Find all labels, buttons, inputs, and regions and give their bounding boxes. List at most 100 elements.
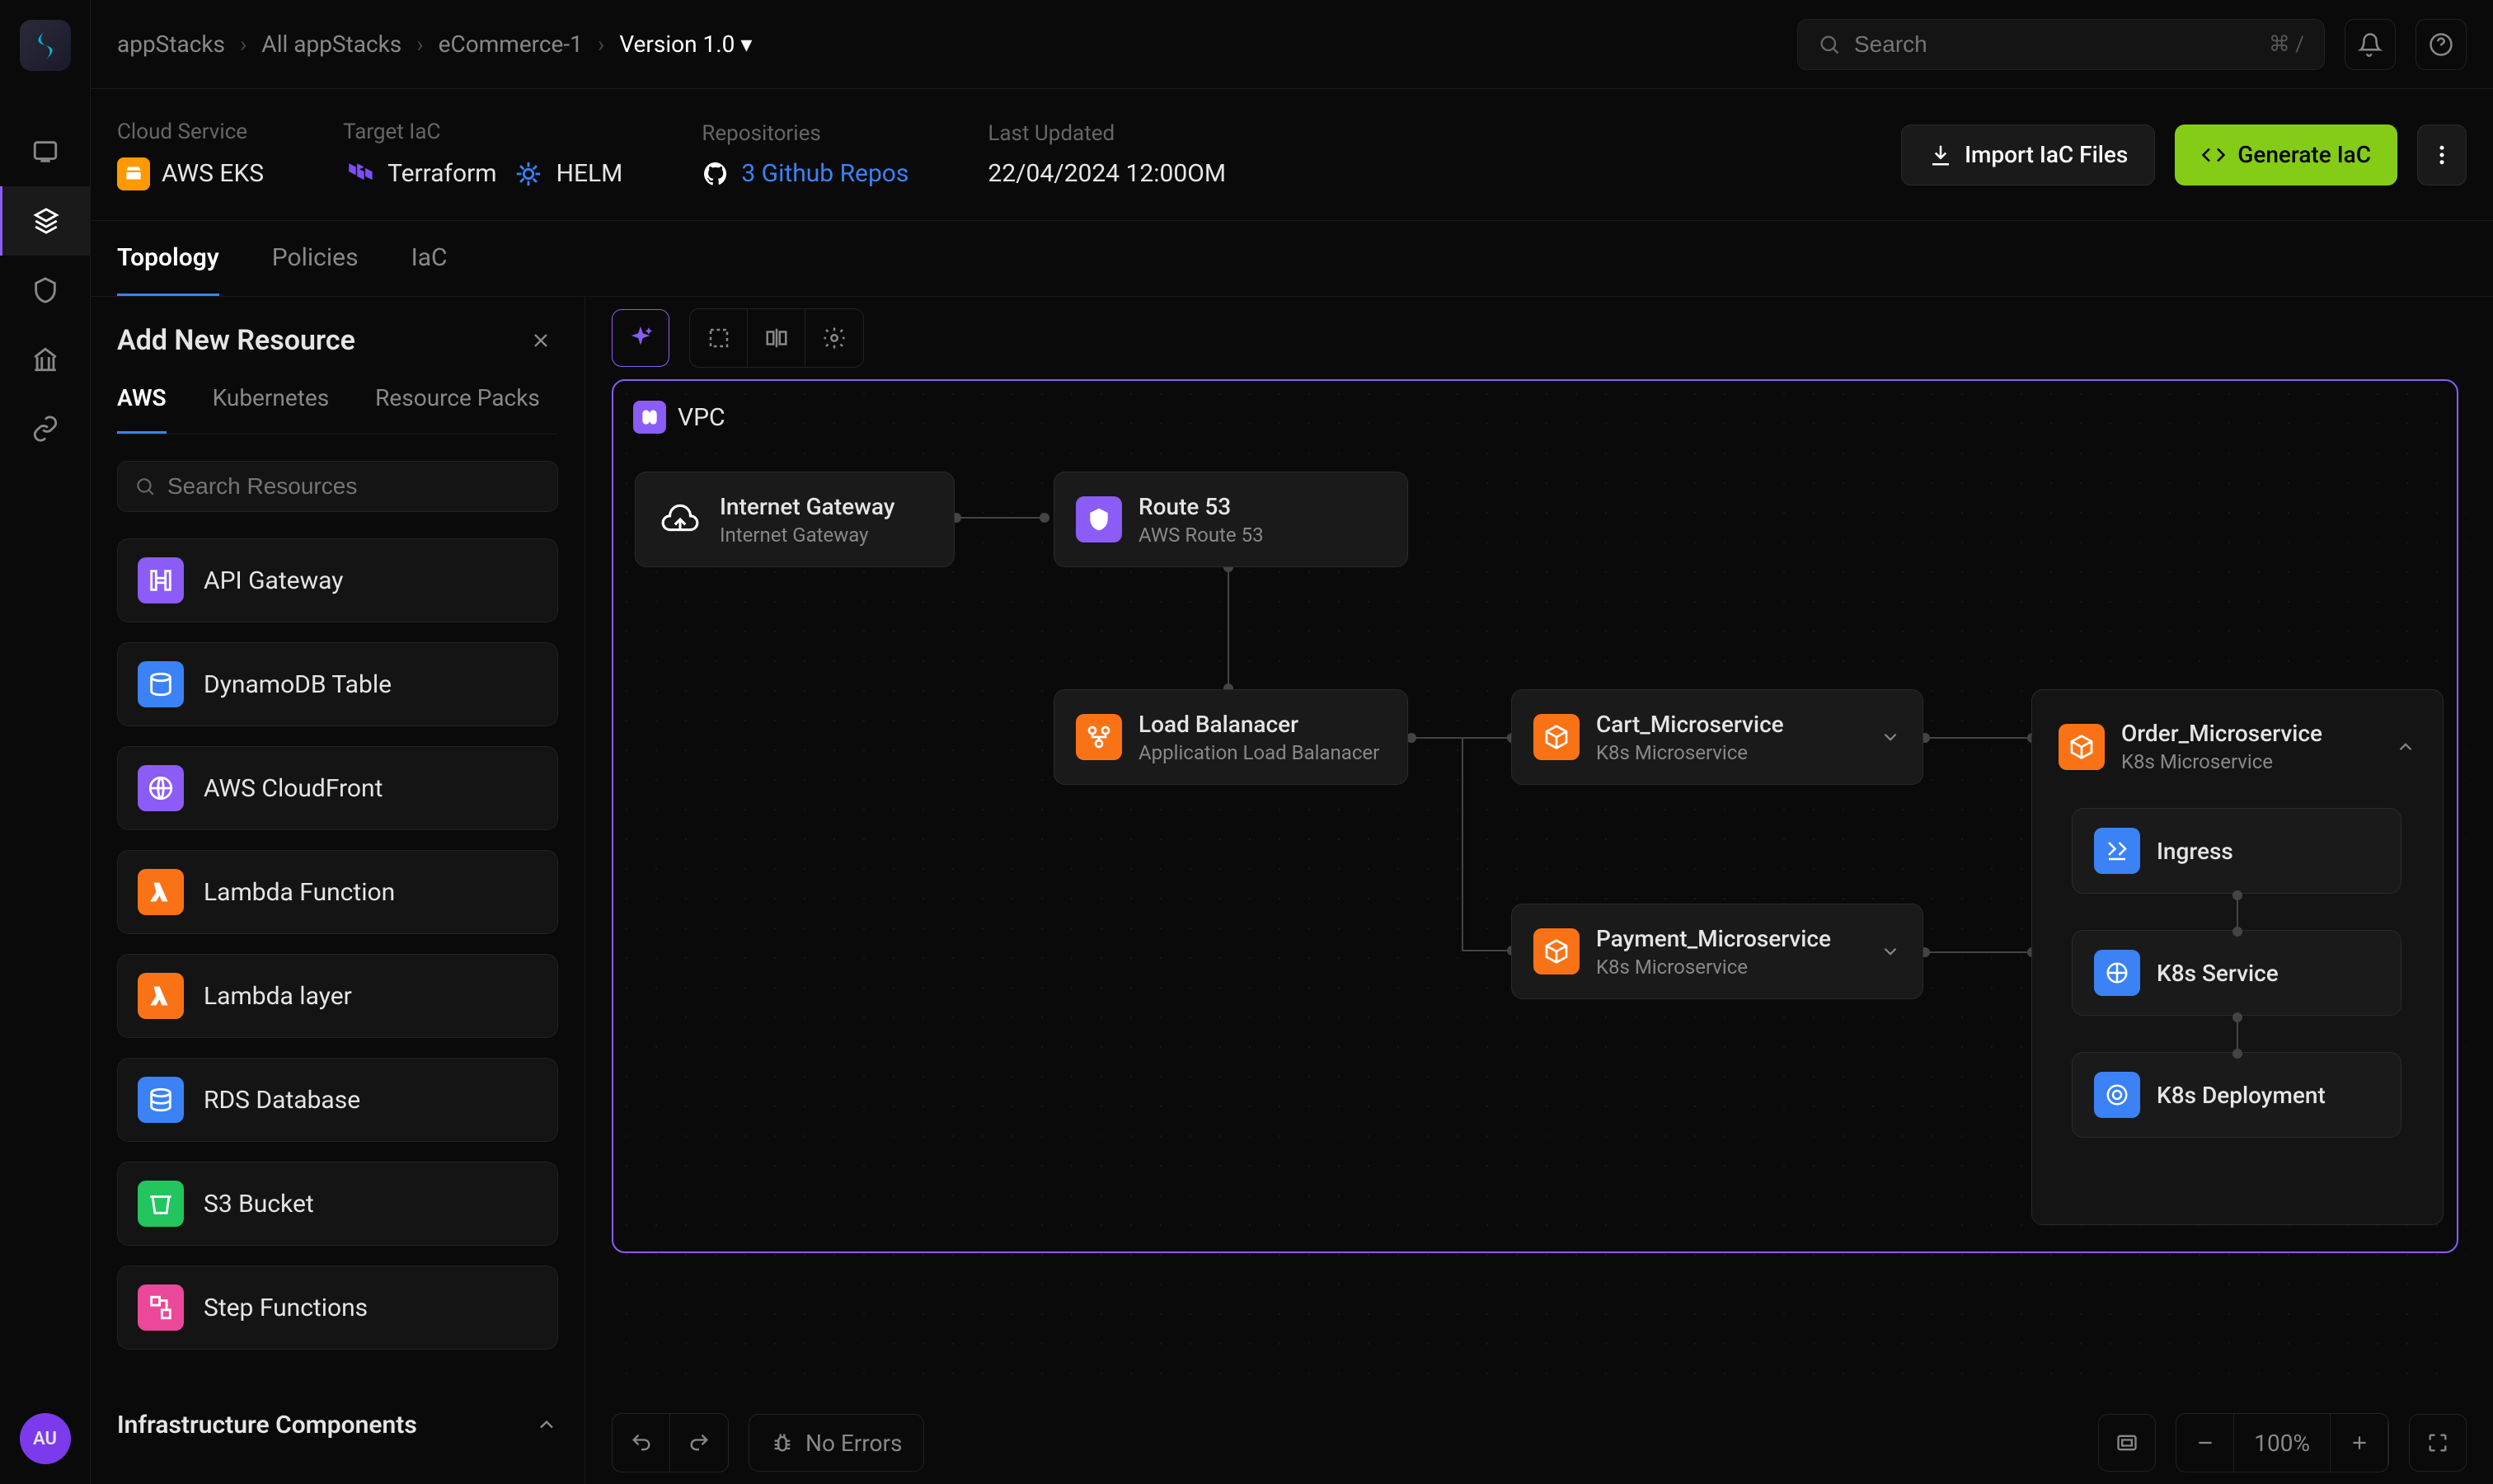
resource-item[interactable]: API Gateway <box>117 538 558 622</box>
plus-icon <box>2349 1432 2370 1453</box>
help-button[interactable] <box>2416 19 2467 70</box>
resource-icon <box>138 869 184 915</box>
errors-status[interactable]: No Errors <box>749 1414 924 1472</box>
app-logo[interactable] <box>20 20 71 71</box>
resource-icon <box>138 1077 184 1123</box>
panel-footer-title: Infrastructure Components <box>117 1411 417 1439</box>
node-sub: K8s Microservice <box>2121 750 2322 773</box>
node-cart-microservice[interactable]: Cart_Microservice K8s Microservice <box>1511 689 1923 785</box>
align-tool-button[interactable] <box>748 309 805 367</box>
vpc-icon <box>633 401 666 434</box>
panel-close-button[interactable] <box>523 323 558 358</box>
node-title: Cart_Microservice <box>1596 711 1784 738</box>
chevron-right-icon: › <box>598 31 604 58</box>
ingress-icon <box>2094 828 2140 874</box>
tab-iac[interactable]: IaC <box>411 221 448 296</box>
node-route53[interactable]: Route 53 AWS Route 53 <box>1054 472 1408 567</box>
fit-screen-button[interactable] <box>2098 1414 2156 1472</box>
more-button[interactable] <box>2417 124 2467 186</box>
panel-tab-resource-packs[interactable]: Resource Packs <box>375 384 540 434</box>
panel-tab-aws[interactable]: AWS <box>117 384 167 434</box>
chevron-up-icon[interactable] <box>535 1413 558 1436</box>
rail-item-dashboard[interactable] <box>0 117 91 186</box>
node-sub: Application Load Balanacer <box>1139 741 1379 764</box>
panel-title: Add New Resource <box>117 324 355 357</box>
chevron-down-icon <box>1880 726 1901 748</box>
resource-item[interactable]: Lambda layer <box>117 954 558 1038</box>
zoom-in-button[interactable] <box>2331 1414 2388 1472</box>
vpc-container: VPC <box>612 379 2458 1253</box>
sparkle-icon <box>627 324 655 352</box>
notifications-button[interactable] <box>2345 19 2396 70</box>
panel-tab-kubernetes[interactable]: Kubernetes <box>213 384 330 434</box>
zoom-out-button[interactable] <box>2176 1414 2234 1472</box>
bug-icon <box>771 1431 794 1454</box>
breadcrumb-item[interactable]: appStacks <box>117 31 225 58</box>
fullscreen-button[interactable] <box>2409 1414 2467 1472</box>
node-sub: K8s Microservice <box>1596 956 1831 979</box>
resource-item[interactable]: RDS Database <box>117 1058 558 1142</box>
download-icon <box>1928 143 1953 167</box>
edge-dot <box>2232 1049 2242 1059</box>
node-internet-gateway[interactable]: Internet Gateway Internet Gateway <box>635 472 955 567</box>
rail-item-security[interactable] <box>0 256 91 325</box>
search-icon <box>1818 33 1841 56</box>
repos-link[interactable]: 3 Github Repos <box>741 159 908 188</box>
expand-icon <box>2426 1431 2449 1454</box>
avatar[interactable]: AU <box>20 1413 71 1464</box>
edge-dot <box>2232 890 2242 900</box>
undo-button[interactable] <box>613 1414 670 1472</box>
chevron-down-icon <box>1880 941 1901 962</box>
rail-item-governance[interactable] <box>0 325 91 394</box>
resource-item[interactable]: DynamoDB Table <box>117 642 558 726</box>
aws-icon <box>117 157 150 190</box>
edge-dot <box>2232 1012 2242 1022</box>
github-icon <box>702 160 730 188</box>
resource-label: DynamoDB Table <box>204 670 392 699</box>
resource-icon <box>138 661 184 707</box>
edge <box>1411 737 1509 739</box>
ai-tool-button[interactable] <box>612 309 669 367</box>
redo-icon <box>688 1431 711 1454</box>
import-iac-button[interactable]: Import IaC Files <box>1901 124 2155 186</box>
sub-node-k8s-deployment[interactable]: K8s Deployment <box>2072 1052 2401 1138</box>
resource-item[interactable]: Lambda Function <box>117 850 558 934</box>
resource-item[interactable]: AWS CloudFront <box>117 746 558 830</box>
generate-iac-button[interactable]: Generate IaC <box>2175 124 2397 186</box>
gear-icon <box>822 326 847 350</box>
resource-panel: Add New Resource AWS Kubernetes Resource… <box>91 297 585 1484</box>
resource-search[interactable] <box>117 461 558 512</box>
info-label: Cloud Service <box>117 120 264 144</box>
edge <box>1924 737 2030 739</box>
tab-topology[interactable]: Topology <box>117 221 219 296</box>
search-input[interactable]: ⌘ / <box>1797 19 2325 70</box>
topology-canvas[interactable]: VPC <box>612 379 2467 1402</box>
node-order-microservice[interactable]: Order_Microservice K8s Microservice <box>2031 689 2444 1225</box>
rail-item-stacks[interactable] <box>0 186 91 256</box>
node-load-balancer[interactable]: Load Balanacer Application Load Balanace… <box>1054 689 1408 785</box>
canvas-toolbar <box>585 297 2493 379</box>
breadcrumb-item-current[interactable]: Version 1.0 ▾ <box>619 31 752 58</box>
resource-label: AWS CloudFront <box>204 774 383 803</box>
breadcrumb-item[interactable]: All appStacks <box>261 31 401 58</box>
settings-tool-button[interactable] <box>805 309 863 367</box>
tab-policies[interactable]: Policies <box>272 221 359 296</box>
sub-node-ingress[interactable]: Ingress <box>2072 808 2401 894</box>
breadcrumb-item[interactable]: eCommerce-1 <box>439 31 583 58</box>
sub-node-k8s-service[interactable]: K8s Service <box>2072 930 2401 1016</box>
more-vertical-icon <box>2430 143 2454 167</box>
search-field[interactable] <box>1854 31 2256 58</box>
resource-search-field[interactable] <box>167 473 541 500</box>
resource-item[interactable]: S3 Bucket <box>117 1162 558 1246</box>
bell-icon <box>2358 32 2383 57</box>
resource-item[interactable]: Step Functions <box>117 1266 558 1350</box>
bottombar: No Errors 100% <box>585 1402 2493 1484</box>
topbar: appStacks › All appStacks › eCommerce-1 … <box>91 0 2493 89</box>
rail-item-links[interactable] <box>0 394 91 463</box>
breadcrumb: appStacks › All appStacks › eCommerce-1 … <box>117 31 752 58</box>
chevron-right-icon: › <box>240 31 246 58</box>
select-tool-button[interactable] <box>690 309 748 367</box>
helm-value: HELM <box>556 159 623 188</box>
redo-button[interactable] <box>670 1414 728 1472</box>
node-payment-microservice[interactable]: Payment_Microservice K8s Microservice <box>1511 904 1923 999</box>
